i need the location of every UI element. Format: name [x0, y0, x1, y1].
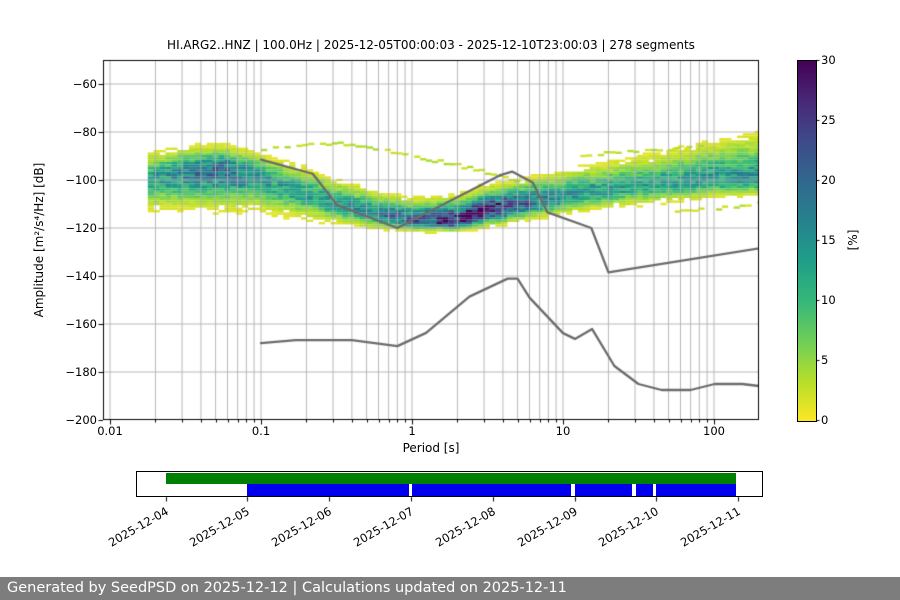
x-tick-label: 0.1 — [251, 424, 271, 438]
timeline-segment-waveform-availability — [412, 484, 572, 496]
y-tick-label: −60 — [72, 77, 97, 91]
x-tick-label: 10 — [555, 424, 571, 438]
x-tick-label: 100 — [703, 424, 725, 438]
y-tick-label: −180 — [65, 365, 97, 379]
colorbar-tick-label: 10 — [821, 293, 836, 307]
y-tick-label: −100 — [65, 173, 97, 187]
colorbar-tick-label: 30 — [821, 53, 836, 67]
timeline-box — [136, 471, 763, 497]
y-tick-label: −160 — [65, 317, 97, 331]
x-tick-label: 1 — [408, 424, 416, 438]
footer-text: Generated by SeedPSD on 2025-12-12 | Cal… — [7, 580, 567, 596]
y-axis-label: Amplitude [m²/s⁴/Hz] [dB] — [32, 162, 46, 318]
colorbar-tick-label: 5 — [821, 353, 829, 367]
timeline-segment-waveform-availability — [247, 484, 410, 496]
colorbar-tick-label: 15 — [821, 233, 836, 247]
colorbar-tick-label: 0 — [821, 413, 829, 427]
timeline-segment-waveform-availability — [656, 484, 737, 496]
plot-title: HI.ARG2..HNZ | 100.0Hz | 2025-12-05T00:0… — [167, 38, 695, 52]
y-tick-label: −120 — [65, 221, 97, 235]
colorbar-tick-label: 20 — [821, 173, 836, 187]
timeline-segment-processed-coverage — [165, 473, 737, 484]
timeline-segment-waveform-availability — [635, 484, 653, 496]
y-tick-label: −200 — [65, 413, 97, 427]
colorbar-tick-label: 25 — [821, 113, 836, 127]
x-axis-label: Period [s] — [402, 441, 460, 455]
footer-bar: Generated by SeedPSD on 2025-12-12 | Cal… — [0, 577, 900, 600]
colorbar — [797, 60, 817, 422]
y-tick-label: −140 — [65, 269, 97, 283]
x-tick-label: 0.01 — [97, 424, 123, 438]
timeline-segment-waveform-availability — [574, 484, 633, 496]
y-tick-label: −80 — [72, 125, 97, 139]
